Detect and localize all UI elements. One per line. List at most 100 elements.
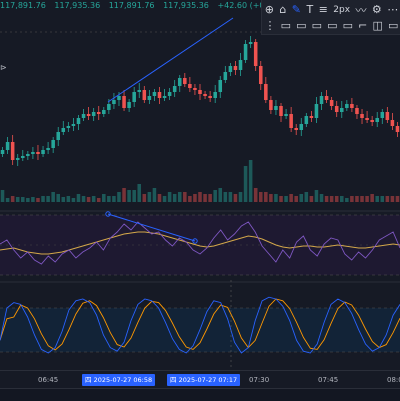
volume-bar [157,194,162,202]
time-selection-start[interactable]: 四 2025-07-27 06:58 [82,374,156,386]
candle-body [370,120,374,122]
crosshair-icon[interactable]: ⊕ [264,3,274,16]
time-selection-end[interactable]: 四 2025-07-27 07:17 [167,374,241,386]
candle-body [142,90,147,100]
template-icon[interactable]: ▭ [327,19,338,32]
volume-bar [21,197,25,202]
candle-body [127,102,131,108]
template-icon[interactable]: ▭ [311,19,323,32]
rsi-trendline [107,213,196,242]
candle-body [137,90,142,92]
candle-body [264,84,268,100]
volume-bar [86,197,91,202]
volume-bar [183,192,187,202]
candle-body [51,140,55,148]
line-width-button[interactable]: 2px [333,4,351,15]
template-icon[interactable]: ▭ [342,19,354,32]
volume-bar [51,192,55,202]
trading-chart[interactable] [0,0,400,370]
candle-body [66,126,71,128]
home-icon[interactable]: ⌂ [279,3,287,16]
volume-bar [127,190,131,202]
candle-body [96,112,101,114]
candlesticks [0,36,400,166]
line-style-icon[interactable]: ≡ [318,3,328,16]
volume-bar [198,192,202,202]
more-icon[interactable]: ⋯ [387,3,399,16]
candle-body [329,100,334,106]
candle-body [238,60,243,70]
candle-body [304,116,309,124]
wave-icon[interactable]: 〰 [355,3,367,17]
candle-body [132,92,136,102]
volume-bar [10,196,15,202]
candle-body [81,114,86,118]
volume-bar [390,196,395,202]
volume-bar [71,198,76,202]
angle-icon[interactable]: ⌐ [358,19,368,32]
volume-bar [360,196,364,202]
volume-bar [380,196,385,202]
candle-body [152,92,157,96]
toolbar-row-top: ⊕ ⌂ ✎ T ≡ 2px 〰 ⚙ ⋯ [262,1,400,18]
candle-body [314,104,319,118]
toolbar-row-bottom: ⋮ ▭ ▭ ▭ ▭ ▭ ⌐ ◫ ▭ [262,17,400,34]
candle-body [274,106,278,110]
collapse-arrow-icon[interactable]: ⊳ [0,63,7,72]
stochastic-k-line [0,296,400,354]
stochastic-d-line [0,298,400,351]
volume-bar [36,198,40,202]
volume-bar [107,196,111,202]
volume-bar [284,196,288,202]
volume-bar [334,196,339,202]
drag-handle-icon[interactable]: ⋮ [264,19,276,32]
candle-body [218,80,223,92]
ohlc-change: +42.60 (+0.04%) [217,1,288,10]
volume-bar [395,196,400,202]
volume-bar [324,196,329,202]
volume-bar [365,196,369,202]
volume-bar [355,196,359,202]
time-tick: 06:45 [38,376,59,384]
time-tick: 07:45 [318,376,339,384]
volume-bar [299,194,304,202]
candle-body [61,128,66,132]
template-icon[interactable]: ▭ [280,19,292,32]
gear-icon[interactable]: ⚙ [371,3,382,16]
volume-bar [76,194,81,202]
volume-bar [188,196,192,202]
candle-body [243,44,248,60]
volume-bar [142,194,147,202]
volume-bar [274,194,278,202]
candle-body [269,100,273,110]
layout-icon[interactable]: ◫ [372,19,383,32]
rsi-moving-average [0,231,400,255]
volume-bar [264,192,268,202]
pen-icon[interactable]: ✎ [291,3,302,16]
rsi-line [0,221,400,265]
volume-bar [193,194,197,202]
volume-bar [370,194,374,202]
volume-bars [0,160,400,202]
volume-bar [41,196,45,202]
candle-body [309,116,314,118]
text-tool-icon[interactable]: T [306,3,314,16]
volume-bar [314,190,319,202]
candle-body [10,142,15,160]
candle-body [228,66,233,72]
volume-bar [117,192,121,202]
template-icon[interactable]: ▭ [296,19,307,32]
volume-bar [46,196,50,202]
volume-bar [218,188,223,202]
candle-body [340,108,344,112]
volume-bar [96,198,101,202]
candle-body [203,94,207,96]
volume-bar [248,160,253,202]
volume-bar [162,196,167,202]
volume-bar [137,184,142,202]
volume-bar [289,194,293,202]
ohlc-header: 117,891.76 117,935.36 117,891.76 117,935… [0,0,294,12]
time-axis[interactable]: 06:45 四 2025-07-27 06:58 四 2025-07-27 07… [0,370,400,389]
template-icon[interactable]: ▭ [387,19,399,32]
candle-body [183,78,187,84]
